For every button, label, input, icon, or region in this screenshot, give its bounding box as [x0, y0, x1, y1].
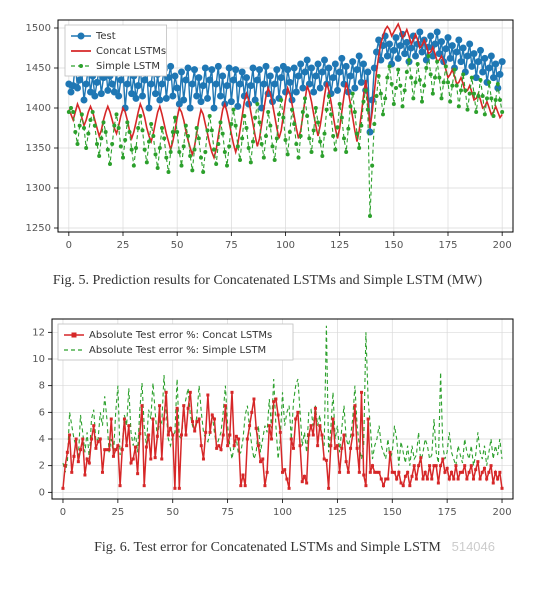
svg-text:Simple LSTM: Simple LSTM: [96, 61, 160, 72]
figure-5: 0 25 50 75 100 125 150 175 200 1250 1300 1350 1400 14…: [10, 10, 525, 289]
svg-text:125: 125: [330, 240, 349, 251]
figure-6: 0 25 50 75 100 125 150 175 200 0 2 4 6 8 10 12 Absolute …: [10, 309, 525, 556]
fig5-chart: 0 25 50 75 100 125 150 175 200 1250 1300 1350 1400 14…: [10, 10, 525, 265]
svg-text:2: 2: [39, 461, 45, 472]
svg-text:100: 100: [273, 507, 292, 518]
svg-text:0: 0: [60, 507, 66, 518]
svg-text:200: 200: [492, 507, 511, 518]
svg-text:4: 4: [39, 434, 45, 445]
svg-text:1350: 1350: [26, 143, 51, 154]
svg-text:Concat LSTMs: Concat LSTMs: [96, 46, 166, 57]
svg-text:25: 25: [111, 507, 124, 518]
svg-text:50: 50: [166, 507, 179, 518]
svg-text:100: 100: [276, 240, 295, 251]
svg-text:1300: 1300: [26, 183, 51, 194]
svg-text:8: 8: [39, 381, 45, 392]
fig5-caption: Fig. 5. Prediction results for Concatena…: [10, 273, 525, 289]
svg-text:150: 150: [383, 507, 402, 518]
svg-text:Test: Test: [95, 31, 116, 42]
svg-text:0: 0: [66, 240, 72, 251]
svg-text:1500: 1500: [26, 23, 51, 34]
fig6-caption: Fig. 6. Test error for Concatenated LSTM…: [10, 540, 525, 556]
svg-text:150: 150: [384, 240, 403, 251]
svg-text:12: 12: [32, 327, 45, 338]
svg-text:10: 10: [32, 354, 45, 365]
svg-text:50: 50: [171, 240, 184, 251]
svg-text:25: 25: [117, 240, 130, 251]
svg-text:75: 75: [221, 507, 234, 518]
svg-text:1450: 1450: [26, 63, 51, 74]
svg-text:6: 6: [39, 407, 45, 418]
svg-text:0: 0: [39, 487, 45, 498]
svg-text:75: 75: [225, 240, 238, 251]
svg-text:1400: 1400: [26, 103, 51, 114]
svg-text:Absolute Test error %: Concat: Absolute Test error %: Concat LSTMs: [89, 330, 272, 341]
svg-text:200: 200: [493, 240, 512, 251]
svg-text:1250: 1250: [26, 223, 51, 234]
svg-text:125: 125: [328, 507, 347, 518]
svg-text:Absolute Test error %: Simple: Absolute Test error %: Simple LSTM: [89, 345, 266, 356]
fig5-svg: 0 25 50 75 100 125 150 175 200 1250 1300 1350 1400 14…: [10, 10, 525, 260]
fig6-svg: 0 25 50 75 100 125 150 175 200 0 2 4 6 8 10 12 Absolute …: [10, 309, 525, 527]
watermark-text: 514046: [452, 539, 495, 554]
fig6-chart: 0 25 50 75 100 125 150 175 200 0 2 4 6 8 10 12 Absolute …: [10, 309, 525, 532]
svg-text:175: 175: [438, 507, 457, 518]
svg-text:175: 175: [438, 240, 457, 251]
